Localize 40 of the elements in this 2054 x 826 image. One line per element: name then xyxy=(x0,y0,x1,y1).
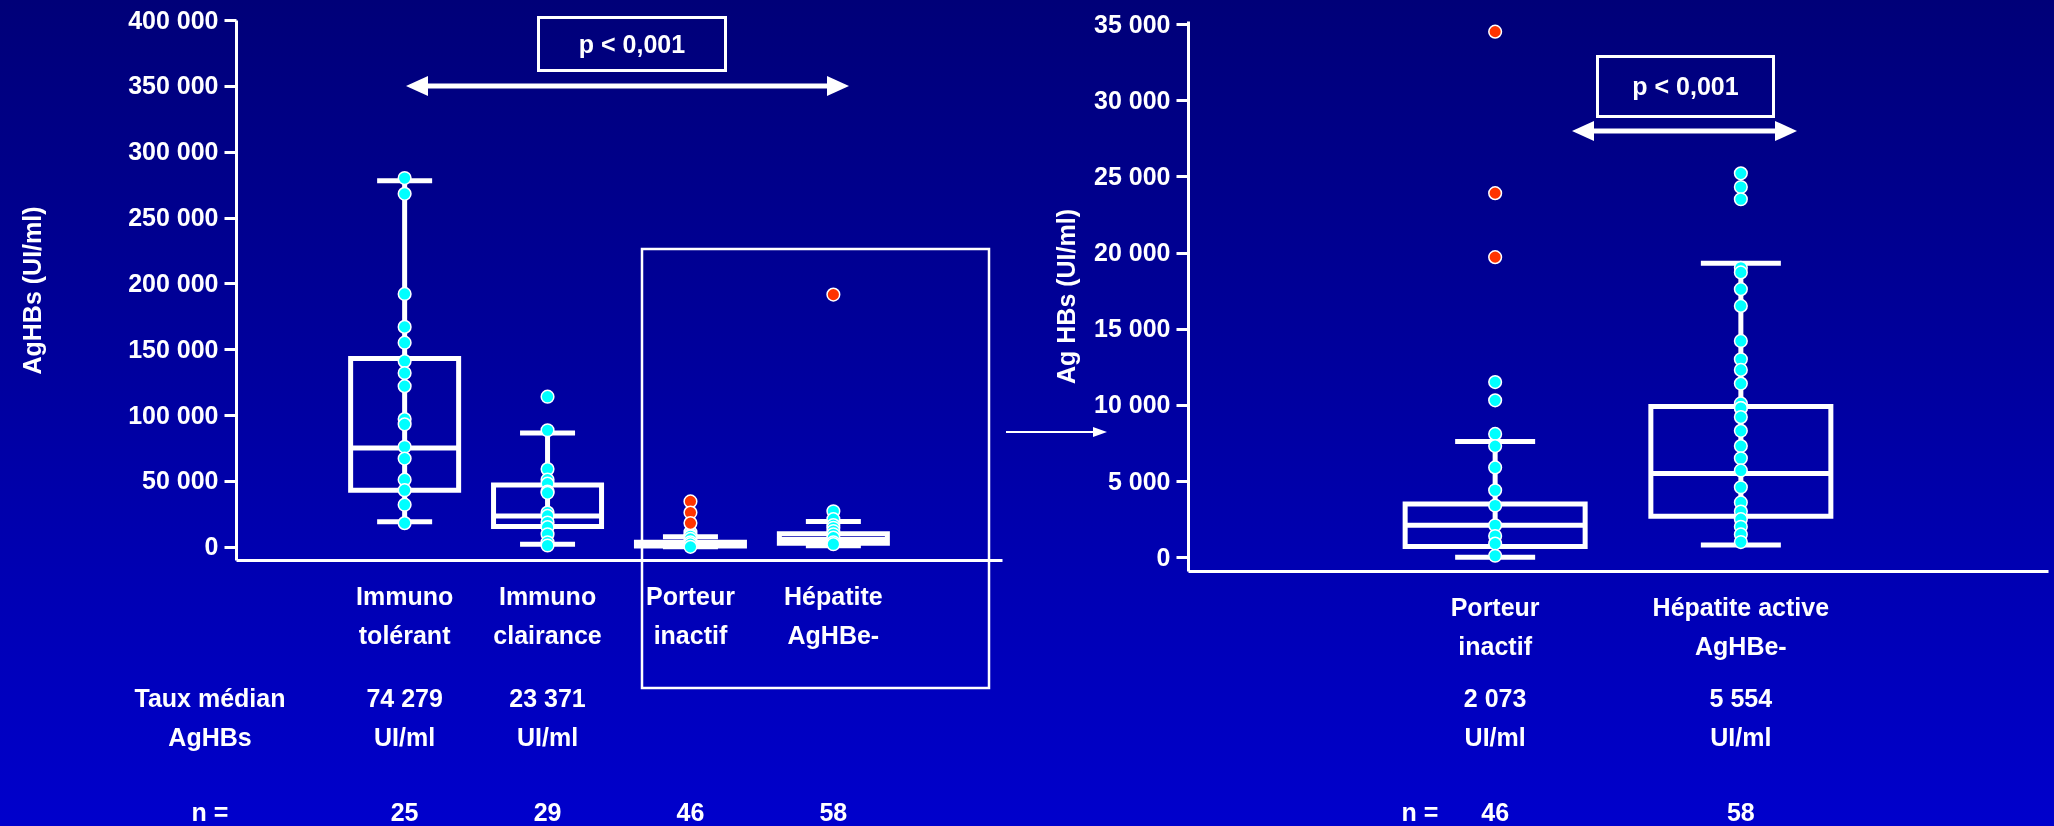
y-tick-label: 0 xyxy=(204,532,219,561)
y-tick-label: 350 000 xyxy=(128,71,219,100)
x-tick-label: Porteur inactif xyxy=(1450,592,1540,660)
text: 5 554 UI/ml xyxy=(1709,683,1773,753)
text: 58 xyxy=(1726,797,1755,826)
y-tick-label: 150 000 xyxy=(128,334,219,363)
text: n = xyxy=(191,797,229,826)
y-tick-label: 5 000 xyxy=(1107,466,1171,495)
y-tick-label: 250 000 xyxy=(128,203,219,232)
x-tick-label: Immuno tolérant xyxy=(356,581,454,649)
text: 46 xyxy=(1481,797,1510,826)
y-tick-label: 10 000 xyxy=(1094,390,1171,419)
y-tick-label: 25 000 xyxy=(1094,161,1171,190)
y-tick-label: 35 000 xyxy=(1094,9,1171,38)
text: 2 073 UI/ml xyxy=(1463,683,1527,753)
y-tick-label: 300 000 xyxy=(128,137,219,166)
y-tick-label: 20 000 xyxy=(1094,238,1171,267)
y-axis-title: Ag HBs (UI/ml) xyxy=(1052,209,1081,384)
x-tick-label: Hépatite AgHBe- xyxy=(784,581,883,649)
text: n = xyxy=(1401,797,1439,826)
x-tick-label: Hépatite active AgHBe- xyxy=(1652,592,1830,660)
y-tick-label: 0 xyxy=(1156,542,1171,571)
text: Taux médian AgHBs xyxy=(134,683,286,753)
text: 25 xyxy=(390,797,419,826)
y-tick-label: 30 000 xyxy=(1094,85,1171,114)
text: 58 xyxy=(819,797,848,826)
y-tick-label: 100 000 xyxy=(128,400,219,429)
y-tick-label: 50 000 xyxy=(142,466,219,495)
y-tick-label: 200 000 xyxy=(128,268,219,297)
text: 46 xyxy=(676,797,705,826)
y-tick-label: 15 000 xyxy=(1094,314,1171,343)
y-tick-label: 400 000 xyxy=(128,5,219,34)
y-axis-title: AgHBs (UI/ml) xyxy=(18,206,47,375)
text: 29 xyxy=(533,797,562,826)
annotation: p < 0,001 xyxy=(537,16,727,72)
x-tick-label: Immuno clairance xyxy=(493,581,602,649)
annotation: p < 0,001 xyxy=(1596,55,1775,118)
x-tick-label: Porteur inactif xyxy=(646,581,736,649)
text: 23 371 UI/ml xyxy=(509,683,586,753)
text: 74 279 UI/ml xyxy=(366,683,443,753)
